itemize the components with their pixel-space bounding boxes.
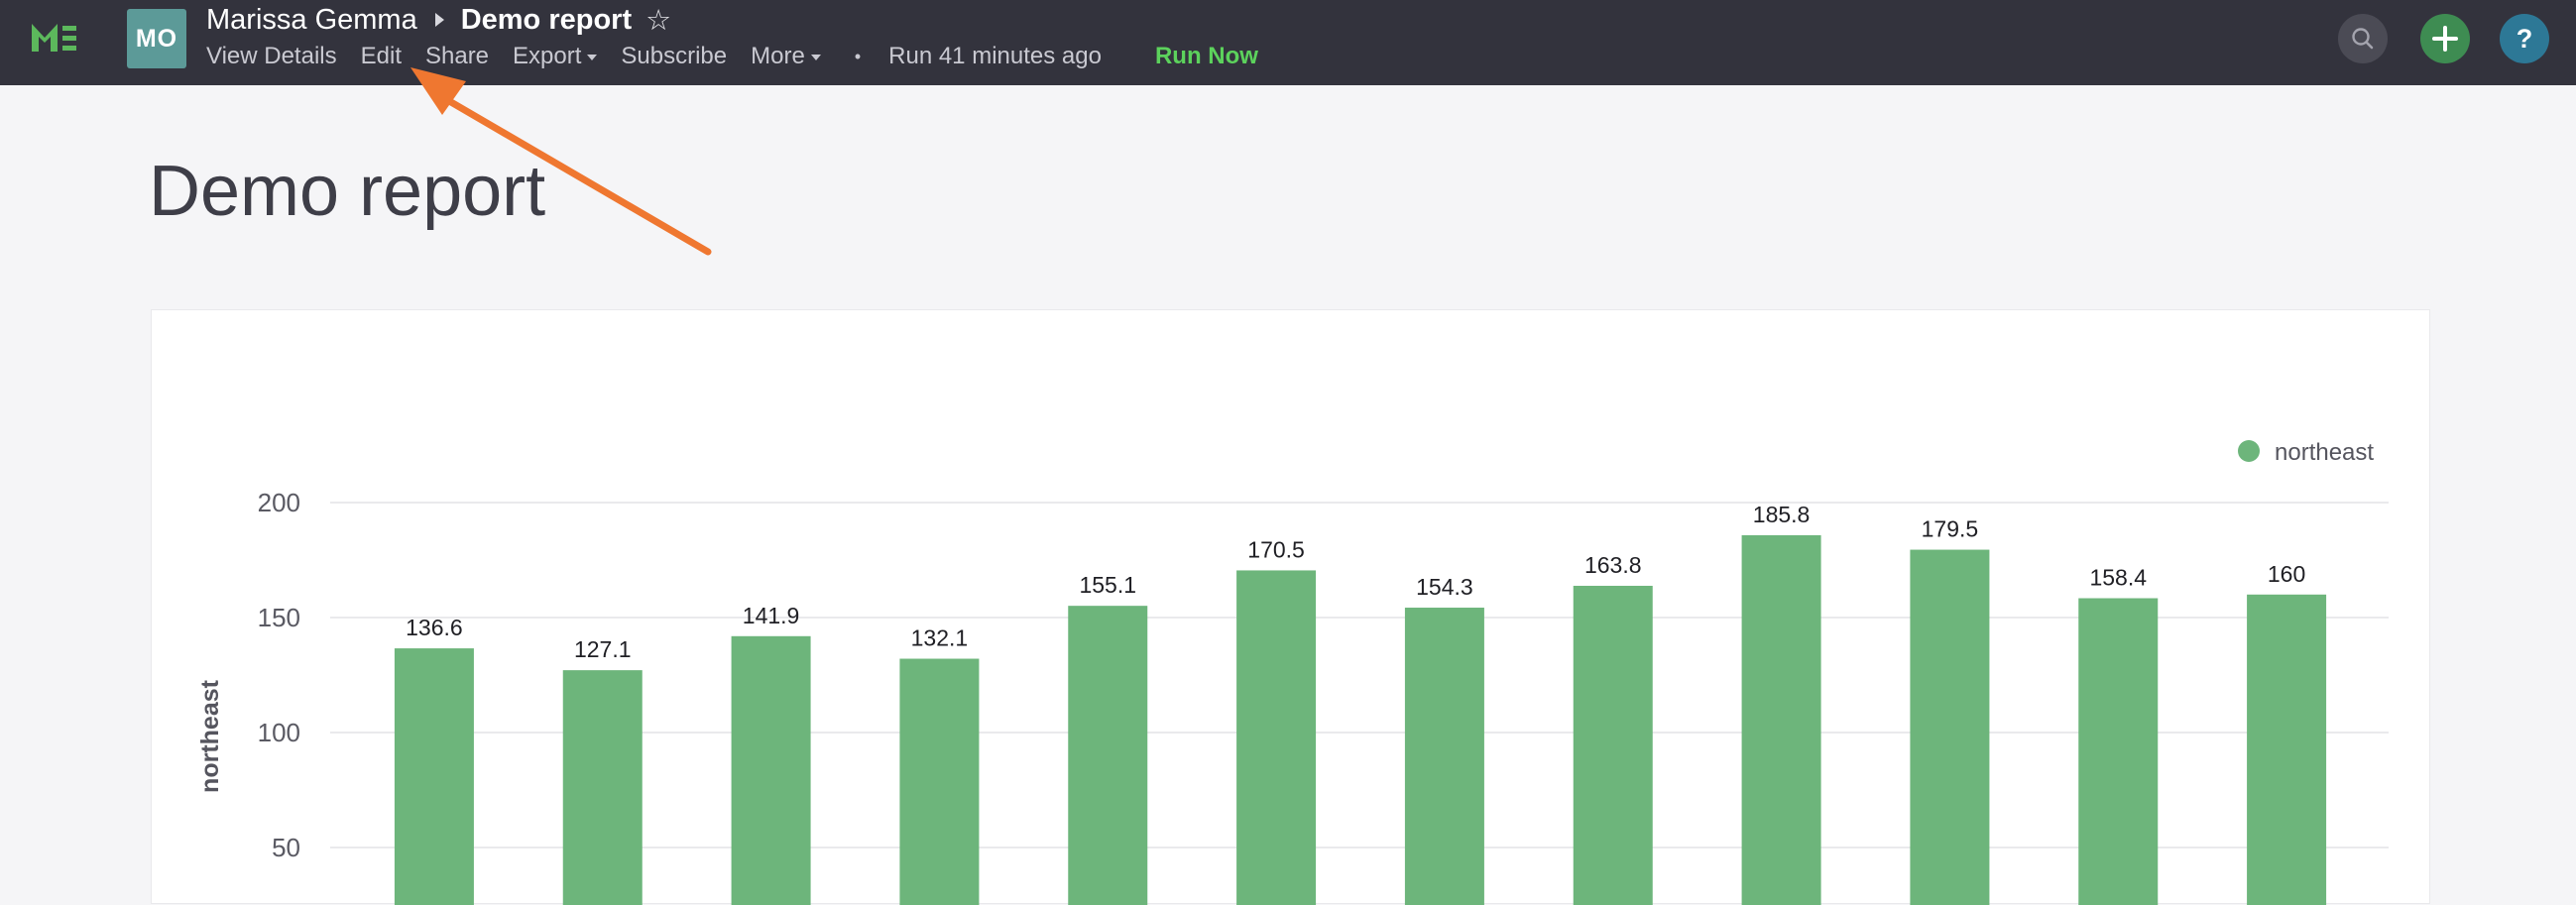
legend-swatch — [2238, 440, 2260, 462]
report-action-bar: View Details Edit Share Export Subscribe… — [206, 40, 1258, 73]
data-label: 170.5 — [1247, 536, 1305, 562]
run-now-button[interactable]: Run Now — [1154, 43, 1258, 69]
data-label: 185.8 — [1753, 502, 1811, 527]
bar — [1910, 549, 1990, 905]
y-tick-label: 150 — [258, 603, 300, 632]
breadcrumb-report-title: Demo report — [460, 3, 633, 36]
star-icon[interactable]: ☆ — [645, 4, 672, 37]
y-tick-label: 50 — [272, 833, 300, 862]
plus-icon — [2432, 26, 2458, 52]
caret-right-icon — [434, 13, 444, 27]
separator-dot: • — [854, 46, 862, 66]
y-tick-label: 200 — [258, 488, 300, 517]
data-label: 136.6 — [406, 615, 463, 640]
data-label: 141.9 — [743, 603, 800, 628]
legend-label: northeast — [2275, 439, 2374, 466]
run-status-text: Run 41 minutes ago — [888, 43, 1102, 69]
bar-chart: 50 100 150 200 northeast 136.6 127.1 141.9 132.1… — [196, 439, 2389, 905]
y-axis-label: northeast — [196, 679, 224, 793]
breadcrumb-owner[interactable]: Marissa Gemma — [206, 3, 417, 36]
y-tick-label: 100 — [258, 718, 300, 747]
help-icon: ? — [2516, 23, 2533, 54]
data-label: 127.1 — [574, 636, 632, 662]
subscribe-link[interactable]: Subscribe — [621, 43, 728, 69]
more-label: More — [751, 43, 805, 69]
chevron-down-icon — [587, 54, 598, 60]
bar — [2078, 598, 2159, 905]
add-button[interactable] — [2420, 14, 2470, 63]
view-details-link[interactable]: View Details — [206, 43, 337, 69]
edit-link[interactable]: Edit — [360, 43, 402, 69]
bar — [1404, 608, 1484, 905]
top-navigation-bar: MO Marissa Gemma Demo report ☆ View Deta… — [0, 0, 2576, 85]
bar — [731, 635, 811, 905]
help-button[interactable]: ? — [2500, 14, 2549, 63]
data-label: 163.8 — [1584, 552, 1642, 578]
data-label: 154.3 — [1416, 574, 1473, 600]
bar — [1573, 585, 1653, 905]
data-label: 132.1 — [911, 625, 969, 651]
more-dropdown[interactable]: More — [751, 43, 821, 70]
bar — [1741, 534, 1821, 905]
data-label: 160 — [2268, 561, 2305, 587]
data-label: 155.1 — [1079, 572, 1136, 598]
search-icon — [2352, 28, 2374, 50]
chart-card: 50 100 150 200 northeast 136.6 127.1 141.9 132.1… — [151, 309, 2430, 905]
avatar[interactable]: MO — [127, 9, 186, 68]
mode-logo-icon[interactable] — [30, 20, 81, 56]
page-title: Demo report — [149, 152, 546, 231]
bar — [899, 658, 980, 905]
bar — [1236, 570, 1317, 905]
bar — [1068, 606, 1148, 905]
data-label: 158.4 — [2089, 565, 2147, 591]
bar — [562, 670, 643, 905]
export-label: Export — [513, 43, 582, 69]
share-link[interactable]: Share — [424, 43, 490, 69]
chevron-down-icon — [810, 54, 821, 60]
bar — [394, 648, 474, 905]
breadcrumb: Marissa Gemma Demo report ☆ — [206, 2, 671, 38]
bar — [2247, 594, 2327, 905]
export-dropdown[interactable]: Export — [513, 43, 598, 70]
search-button[interactable] — [2338, 14, 2388, 63]
data-label: 179.5 — [1922, 516, 1979, 542]
